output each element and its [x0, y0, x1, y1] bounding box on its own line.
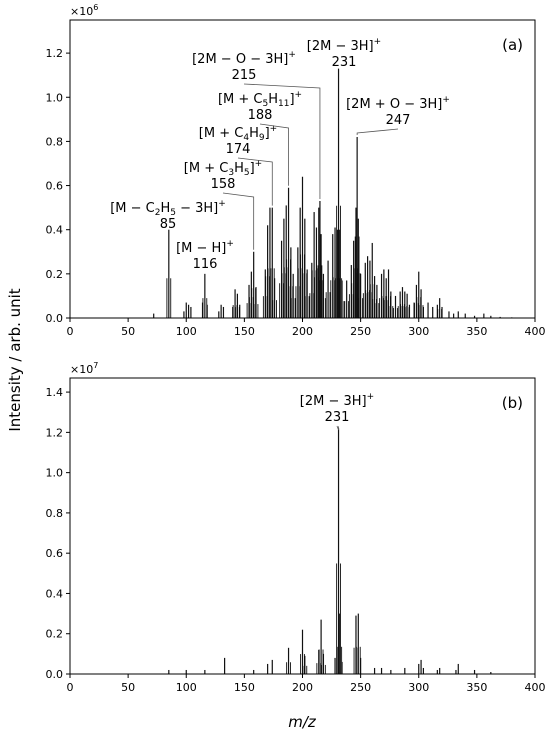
x-tick-label: 400: [525, 681, 546, 694]
x-tick-label: 100: [176, 681, 197, 694]
spectrum-trace: [70, 68, 535, 319]
peak-annotation-value: 158: [211, 177, 236, 192]
y-tick-label: 1.4: [46, 386, 64, 399]
peak-annotation-value: 85: [160, 217, 177, 232]
y-multiplier: ×107: [70, 361, 98, 376]
peak-annotation-value: 215: [232, 68, 257, 83]
y-tick-label: 0.8: [46, 135, 64, 148]
x-tick-label: 0: [67, 325, 74, 338]
peak-annotation-value: 231: [325, 410, 350, 425]
x-tick-label: 150: [234, 325, 255, 338]
peak-annotation: [2M − O − 3H]+: [192, 50, 296, 67]
annotation-leader: [222, 192, 255, 250]
peak-annotation-value: 174: [226, 142, 251, 157]
peak-annotation: [2M − 3H]+: [300, 392, 374, 409]
spectrum-trace: [70, 428, 535, 675]
x-tick-label: 150: [234, 681, 255, 694]
x-tick-label: 400: [525, 325, 546, 338]
y-tick-label: 0.6: [46, 180, 64, 193]
annotation-leader: [237, 157, 273, 206]
y-tick-label: 1.0: [46, 91, 64, 104]
y-tick-label: 1.2: [46, 426, 64, 439]
y-tick-label: 0.4: [46, 224, 64, 237]
peak-annotation: [2M − 3H]+: [307, 37, 381, 54]
x-tick-label: 200: [292, 325, 313, 338]
panel-a: 0 50 100 150 200 250 300 350 400 0.0 0.2 0.4 0.6 0.8 1…: [46, 3, 546, 338]
annotation-leader: [356, 128, 399, 135]
peak-annotation: [M + C4H9]+: [199, 124, 277, 143]
panel-label: (a): [502, 36, 523, 54]
x-tick-label: 250: [350, 325, 371, 338]
y-tick-label: 1.0: [46, 467, 64, 480]
y-tick-label: 0.2: [46, 268, 64, 281]
peak-annotation: [M + C3H5]+: [184, 159, 262, 178]
y-tick-label: 0.6: [46, 547, 64, 560]
annotation-leader: [243, 83, 321, 200]
x-tick-label: 350: [466, 681, 487, 694]
x-tick-label: 100: [176, 325, 197, 338]
panel-label: (b): [502, 394, 523, 412]
x-tick-label: 300: [408, 325, 429, 338]
plot-frame: [69, 377, 536, 675]
peak-annotation-value: 116: [193, 257, 218, 272]
x-tick-label: 350: [466, 325, 487, 338]
y-tick-label: 0.4: [46, 587, 64, 600]
y-tick-label: 0.2: [46, 628, 64, 641]
peak-annotation-value: 247: [386, 113, 411, 128]
y-tick-label: 0.0: [46, 312, 64, 325]
x-tick-label: 250: [350, 681, 371, 694]
y-tick-label: 0.8: [46, 507, 64, 520]
panel-b: 0 50 100 150 200 250 300 350 400 0.0 0.2 0.4 0.6 0.8 1…: [46, 361, 546, 694]
annotation-leader: [336, 425, 339, 431]
y-tick-label: 0.0: [46, 668, 64, 681]
annotation-leader: [259, 123, 289, 186]
peak-annotation-value: 231: [332, 55, 357, 70]
peak-annotation: [M − H]+: [176, 239, 234, 256]
peak-annotation-value: 188: [248, 108, 273, 123]
x-axis-label: m/z: [288, 713, 317, 731]
x-tick-label: 300: [408, 681, 429, 694]
y-tick-label: 1.2: [46, 47, 64, 60]
x-tick-label: 50: [121, 325, 135, 338]
peak-annotation: [M + C5H11]+: [218, 90, 302, 109]
peak-annotation: [M − C2H5 − 3H]+: [110, 199, 226, 218]
x-tick-label: 0: [67, 681, 74, 694]
x-tick-label: 200: [292, 681, 313, 694]
x-tick-label: 50: [121, 681, 135, 694]
peak-annotation: [2M + O − 3H]+: [346, 95, 450, 112]
y-multiplier: ×106: [70, 3, 98, 18]
y-axis-label: Intensity / arb. unit: [6, 288, 24, 431]
